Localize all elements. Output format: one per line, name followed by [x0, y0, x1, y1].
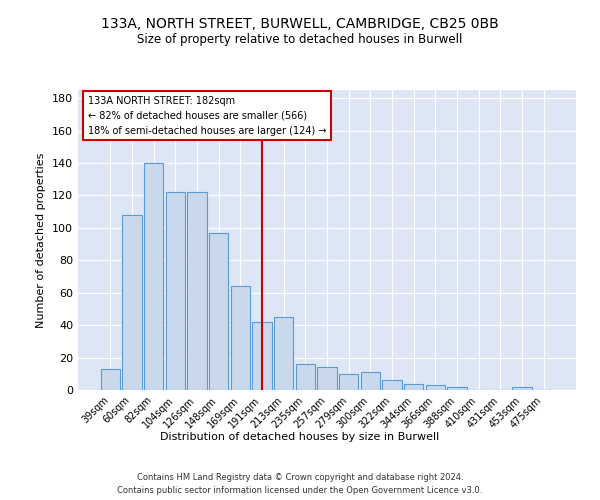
Text: Distribution of detached houses by size in Burwell: Distribution of detached houses by size … [160, 432, 440, 442]
Bar [101, 369, 120, 390]
Text: Size of property relative to detached houses in Burwell: Size of property relative to detached ho… [137, 32, 463, 46]
Bar [361, 372, 380, 390]
Bar [404, 384, 424, 390]
Bar [339, 374, 358, 390]
Bar [209, 232, 229, 390]
Bar [166, 192, 185, 390]
Bar [252, 322, 272, 390]
Bar [447, 387, 467, 390]
Bar [425, 385, 445, 390]
Bar [274, 317, 293, 390]
Bar [144, 163, 163, 390]
Bar [512, 387, 532, 390]
Bar [122, 215, 142, 390]
Bar [187, 192, 207, 390]
Text: 133A NORTH STREET: 182sqm
← 82% of detached houses are smaller (566)
18% of semi: 133A NORTH STREET: 182sqm ← 82% of detac… [88, 96, 326, 136]
Bar [382, 380, 402, 390]
Text: 133A, NORTH STREET, BURWELL, CAMBRIDGE, CB25 0BB: 133A, NORTH STREET, BURWELL, CAMBRIDGE, … [101, 18, 499, 32]
Y-axis label: Number of detached properties: Number of detached properties [37, 152, 46, 328]
Bar [230, 286, 250, 390]
Bar [317, 368, 337, 390]
Bar [296, 364, 315, 390]
Text: Contains public sector information licensed under the Open Government Licence v3: Contains public sector information licen… [118, 486, 482, 495]
Text: Contains HM Land Registry data © Crown copyright and database right 2024.: Contains HM Land Registry data © Crown c… [137, 472, 463, 482]
